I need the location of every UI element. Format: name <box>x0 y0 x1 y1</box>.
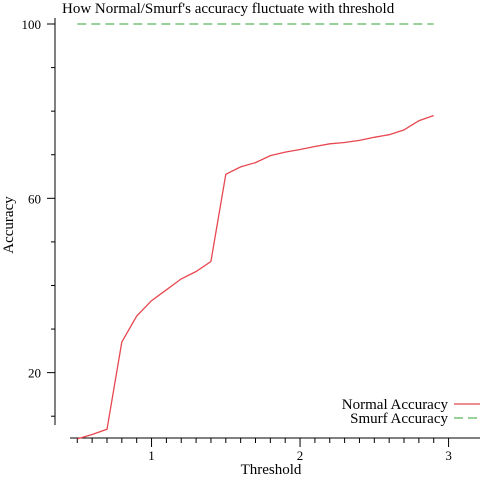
x-tick-label: 2 <box>297 448 304 463</box>
y-tick-label: 20 <box>28 366 41 381</box>
legend-label: Smurf Accuracy <box>350 411 448 427</box>
axes <box>54 18 480 439</box>
series-lines <box>77 23 434 440</box>
y-tick-label: 60 <box>28 191 41 206</box>
x-tick-label: 3 <box>445 448 452 463</box>
y-axis-label: Accuracy <box>1 196 17 254</box>
normal-accuracy-line <box>77 114 434 440</box>
chart-title: How Normal/Smurf's accuracy fluctuate wi… <box>62 1 395 17</box>
y-tick-label: 100 <box>22 17 42 32</box>
legend-label: Normal Accuracy <box>342 397 449 413</box>
axis-ticks: 20 60 100 1 2 3 <box>22 17 452 463</box>
x-axis-label: Threshold <box>241 462 302 478</box>
x-tick-label: 1 <box>148 448 155 463</box>
